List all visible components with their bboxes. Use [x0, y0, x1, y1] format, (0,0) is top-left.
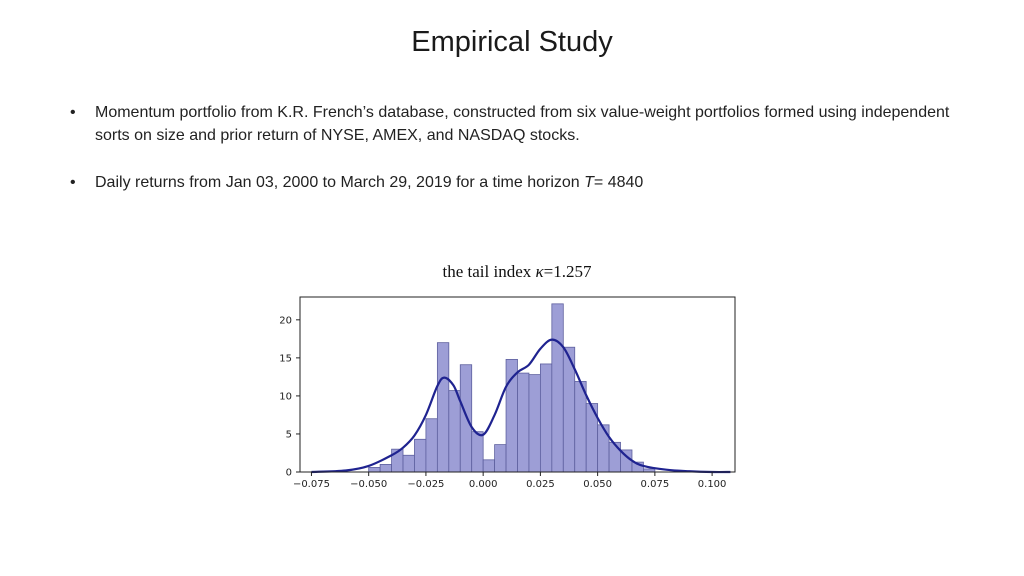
bullet-text-before: Daily returns from Jan 03, 2000 to March… [95, 174, 585, 191]
x-tick-label: 0.075 [641, 479, 670, 490]
x-tick-label: −0.025 [407, 479, 444, 490]
x-tick-label: −0.050 [350, 479, 387, 490]
plot-frame [299, 296, 736, 473]
x-tick-label: 0.025 [526, 479, 555, 490]
bullet-item-source: • Momentum portfolio from K.R. French’s … [70, 101, 970, 147]
bullet-marker: • [70, 104, 76, 121]
histogram-bar [517, 372, 530, 473]
histogram-bar [608, 441, 621, 473]
y-tick-label: 15 [279, 353, 292, 364]
histogram-bar [528, 374, 541, 473]
bullet-item-returns: • Daily returns from Jan 03, 2000 to Mar… [70, 171, 970, 194]
x-axis: −0.075 −0.050 −0.025 0.000 0.025 0.050 0.075 0.… [293, 472, 726, 490]
histogram-chart: −0.075 −0.050 −0.025 0.000 0.025 0.050 0.075 0.… [279, 296, 736, 490]
histogram-bar [414, 438, 427, 473]
density-curve [311, 338, 731, 474]
y-tick-label: 5 [286, 429, 292, 440]
histogram-bar [459, 364, 473, 473]
histogram-bar [368, 467, 381, 473]
time-horizon-symbol: T [584, 174, 594, 191]
x-tick-label: 0.050 [583, 479, 612, 490]
bullet-text-after: = 4840 [593, 174, 644, 191]
kappa-symbol: κ [535, 262, 544, 281]
histogram-bar [574, 381, 587, 473]
histogram-bar [379, 463, 392, 473]
chart-title-suffix: =1.257 [543, 262, 592, 281]
histogram-bar [597, 424, 610, 473]
chart-title: the tail index κ=1.257 [0, 262, 1024, 282]
histogram-bar [482, 459, 496, 473]
histogram-bar [448, 390, 461, 473]
bullet-list: • Momentum portfolio from K.R. French’s … [70, 101, 970, 218]
histogram-bar [539, 363, 553, 473]
bullet-marker: • [70, 174, 76, 191]
histogram-bar [471, 431, 484, 473]
x-tick-label: 0.100 [698, 479, 727, 490]
y-tick-label: 0 [286, 468, 292, 479]
histogram-bar [505, 358, 518, 473]
histogram-bar [551, 303, 564, 473]
bullet-text: Daily returns from Jan 03, 2000 to March… [95, 174, 643, 191]
y-axis: 0 5 10 15 20 [279, 315, 300, 479]
y-tick-label: 20 [279, 315, 292, 326]
bullet-text: Momentum portfolio from K.R. French’s da… [95, 104, 950, 144]
slide-title: Empirical Study [411, 26, 613, 58]
chart-title-prefix: the tail index [442, 262, 536, 281]
y-tick-label: 10 [279, 391, 292, 402]
histogram-bar [425, 418, 438, 473]
histogram-bar [436, 342, 450, 473]
bar-group [368, 303, 656, 473]
x-tick-label: 0.000 [469, 479, 498, 490]
histogram-bar [494, 444, 507, 473]
histogram-bar [402, 454, 415, 473]
x-tick-label: −0.075 [293, 479, 330, 490]
